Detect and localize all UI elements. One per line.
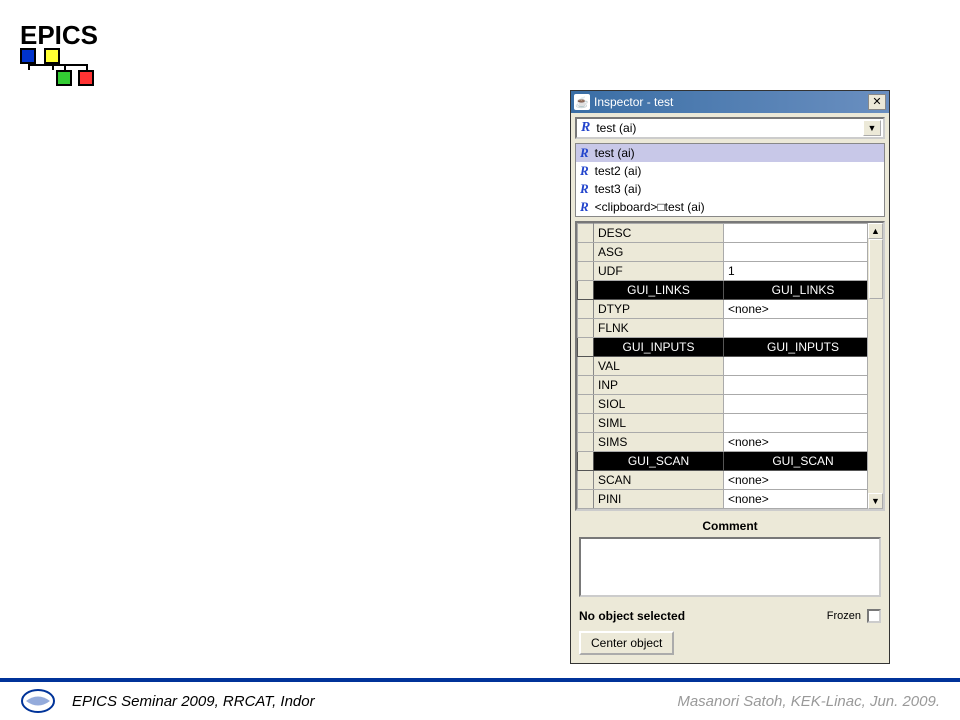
property-name: INP [594, 376, 724, 395]
comment-textarea[interactable] [579, 537, 881, 597]
property-row: SIML [578, 414, 883, 433]
section-right: GUI_LINKS [724, 281, 883, 300]
property-name: DESC [594, 224, 724, 243]
record-icon: R [580, 163, 589, 179]
chevron-down-icon[interactable]: ▼ [863, 120, 881, 136]
dropdown-item-label: test (ai) [595, 146, 635, 160]
logo-block-green [56, 70, 72, 86]
property-value[interactable]: <none> [724, 471, 883, 490]
selected-record-label: test (ai) [596, 121, 636, 135]
comment-label: Comment [571, 519, 889, 533]
window-title: Inspector - test [594, 95, 868, 109]
frozen-label: Frozen [827, 610, 861, 622]
property-row: ASG [578, 243, 883, 262]
footer-divider [0, 678, 960, 682]
property-value[interactable]: <none> [724, 490, 883, 509]
property-table: DESCASGUDF1GUI_LINKSGUI_LINKSDTYP<none>F… [575, 221, 885, 511]
scrollbar[interactable]: ▲ ▼ [867, 223, 883, 509]
scroll-thumb[interactable] [869, 239, 883, 299]
scroll-down-icon[interactable]: ▼ [868, 493, 883, 509]
property-row: DTYP<none> [578, 300, 883, 319]
logo-block-blue [20, 48, 36, 64]
status-text: No object selected [579, 609, 821, 623]
section-right: GUI_INPUTS [724, 338, 883, 357]
property-value[interactable] [724, 357, 883, 376]
property-value[interactable]: 1 [724, 262, 883, 281]
inspector-window: ☕ Inspector - test ✕ R test (ai) ▼ Rtest… [570, 90, 890, 664]
java-icon: ☕ [574, 94, 590, 110]
property-row: PINI<none> [578, 490, 883, 509]
section-left: GUI_LINKS [594, 281, 724, 300]
section-right: GUI_SCAN [724, 452, 883, 471]
property-name: PINI [594, 490, 724, 509]
record-icon: R [580, 181, 589, 197]
section-left: GUI_INPUTS [594, 338, 724, 357]
property-value[interactable] [724, 376, 883, 395]
property-value[interactable]: <none> [724, 300, 883, 319]
dropdown-item-label: <clipboard>□test (ai) [595, 200, 705, 214]
property-row: VAL [578, 357, 883, 376]
logo-block-yellow [44, 48, 60, 64]
property-name: UDF [594, 262, 724, 281]
property-row: DESC [578, 224, 883, 243]
property-value[interactable]: <none> [724, 433, 883, 452]
property-name: SIOL [594, 395, 724, 414]
footer-logo-icon [20, 688, 56, 714]
center-object-button[interactable]: Center object [579, 631, 674, 655]
record-icon: R [580, 145, 589, 161]
dropdown-item-label: test3 (ai) [595, 182, 642, 196]
logo-block-red [78, 70, 94, 86]
property-value[interactable] [724, 414, 883, 433]
property-row: SIOL [578, 395, 883, 414]
epics-logo [20, 48, 100, 88]
property-name: FLNK [594, 319, 724, 338]
page-title: EPICS [20, 20, 98, 51]
property-name: ASG [594, 243, 724, 262]
close-icon[interactable]: ✕ [868, 94, 886, 110]
property-row: UDF1 [578, 262, 883, 281]
dropdown-item[interactable]: Rtest3 (ai) [576, 180, 884, 198]
section-left: GUI_SCAN [594, 452, 724, 471]
section-header: GUI_LINKSGUI_LINKS [578, 281, 883, 300]
scroll-up-icon[interactable]: ▲ [868, 223, 883, 239]
record-selector[interactable]: R test (ai) ▼ [575, 117, 885, 139]
property-name: SCAN [594, 471, 724, 490]
footer-right: Masanori Satoh, KEK-Linac, Jun. 2009. [677, 693, 940, 710]
section-header: GUI_INPUTSGUI_INPUTS [578, 338, 883, 357]
property-name: SIMS [594, 433, 724, 452]
frozen-checkbox[interactable] [867, 609, 881, 623]
property-name: DTYP [594, 300, 724, 319]
property-row: FLNK [578, 319, 883, 338]
property-value[interactable] [724, 224, 883, 243]
record-dropdown-list: Rtest (ai)Rtest2 (ai)Rtest3 (ai)R<clipbo… [575, 143, 885, 217]
property-row: SCAN<none> [578, 471, 883, 490]
footer-left: EPICS Seminar 2009, RRCAT, Indor [72, 693, 315, 710]
property-name: VAL [594, 357, 724, 376]
property-value[interactable] [724, 395, 883, 414]
dropdown-item[interactable]: Rtest2 (ai) [576, 162, 884, 180]
record-icon: R [580, 199, 589, 215]
property-value[interactable] [724, 243, 883, 262]
property-row: SIMS<none> [578, 433, 883, 452]
dropdown-item-label: test2 (ai) [595, 164, 642, 178]
dropdown-item[interactable]: Rtest (ai) [576, 144, 884, 162]
property-name: SIML [594, 414, 724, 433]
property-value[interactable] [724, 319, 883, 338]
section-header: GUI_SCANGUI_SCAN [578, 452, 883, 471]
dropdown-item[interactable]: R <clipboard>□test (ai) [576, 198, 884, 216]
record-icon: R [581, 120, 590, 136]
titlebar[interactable]: ☕ Inspector - test ✕ [571, 91, 889, 113]
property-row: INP [578, 376, 883, 395]
